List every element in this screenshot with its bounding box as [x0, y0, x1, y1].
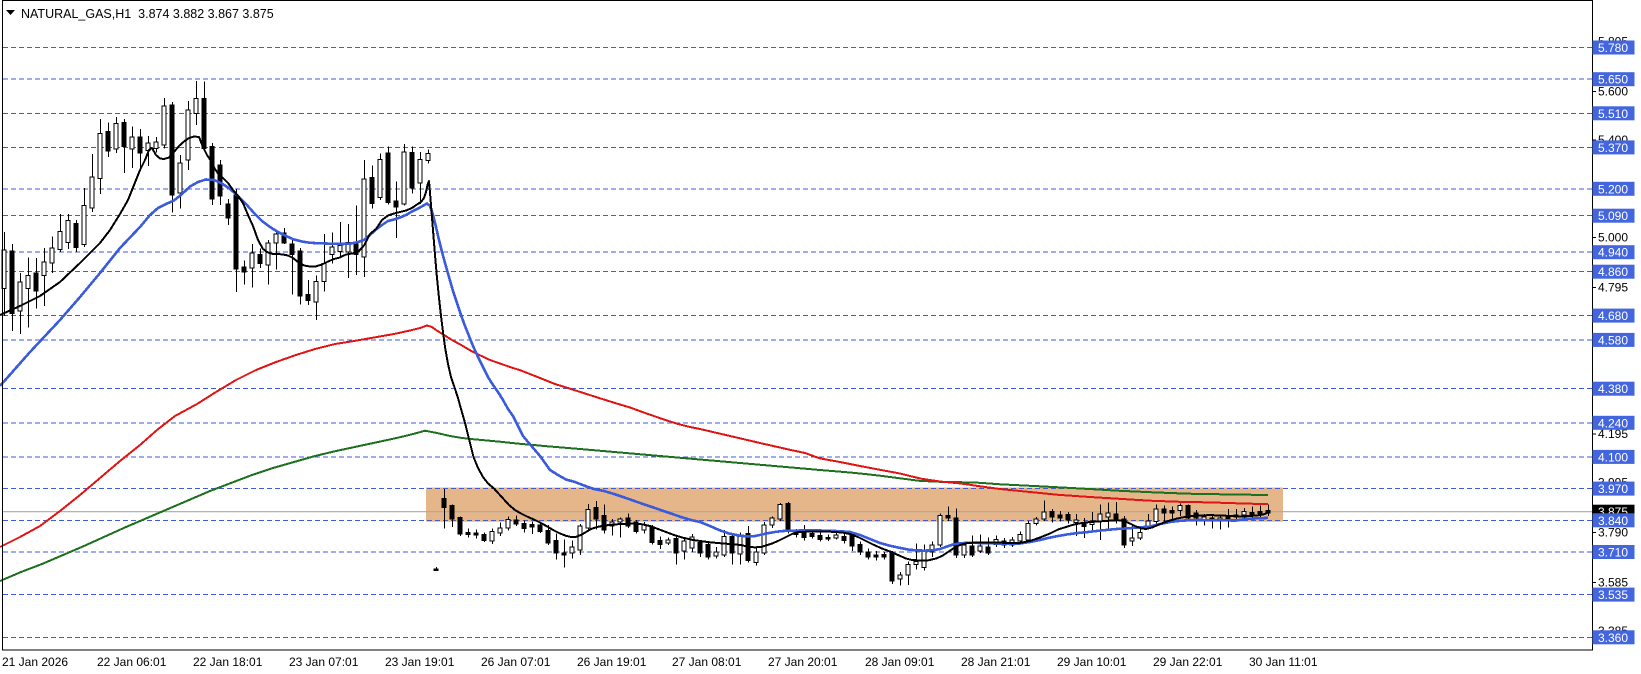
svg-text:22 Jan 18:01: 22 Jan 18:01 [193, 655, 263, 669]
svg-text:3.535: 3.535 [1598, 588, 1628, 602]
svg-text:4.240: 4.240 [1598, 416, 1628, 430]
svg-text:29 Jan 22:01: 29 Jan 22:01 [1153, 655, 1223, 669]
svg-text:5.510: 5.510 [1598, 107, 1628, 121]
svg-text:23 Jan 07:01: 23 Jan 07:01 [289, 655, 359, 669]
svg-text:5.780: 5.780 [1598, 41, 1628, 55]
svg-text:29 Jan 10:01: 29 Jan 10:01 [1057, 655, 1127, 669]
svg-text:4.860: 4.860 [1598, 265, 1628, 279]
svg-text:4.380: 4.380 [1598, 382, 1628, 396]
svg-text:4.795: 4.795 [1598, 281, 1628, 295]
svg-text:23 Jan 19:01: 23 Jan 19:01 [385, 655, 455, 669]
svg-text:3.585: 3.585 [1598, 575, 1628, 589]
svg-text:4.100: 4.100 [1598, 450, 1628, 464]
svg-text:5.370: 5.370 [1598, 141, 1628, 155]
svg-text:3.970: 3.970 [1598, 482, 1628, 496]
svg-text:3.790: 3.790 [1598, 526, 1628, 540]
svg-text:5.000: 5.000 [1598, 231, 1628, 245]
svg-text:30 Jan 11:01: 30 Jan 11:01 [1249, 655, 1318, 669]
svg-text:26 Jan 19:01: 26 Jan 19:01 [577, 655, 647, 669]
svg-text:28 Jan 21:01: 28 Jan 21:01 [961, 655, 1031, 669]
svg-text:4.680: 4.680 [1598, 309, 1628, 323]
svg-text:5.090: 5.090 [1598, 209, 1628, 223]
svg-text:3.360: 3.360 [1598, 631, 1628, 645]
svg-text:4.195: 4.195 [1598, 427, 1628, 441]
svg-text:3.710: 3.710 [1598, 546, 1628, 560]
svg-text:4.580: 4.580 [1598, 333, 1628, 347]
svg-text:27 Jan 08:01: 27 Jan 08:01 [672, 655, 742, 669]
svg-text:4.940: 4.940 [1598, 246, 1628, 260]
svg-text:21 Jan 2026: 21 Jan 2026 [2, 655, 68, 669]
svg-text:5.200: 5.200 [1598, 182, 1628, 196]
svg-text:26 Jan 07:01: 26 Jan 07:01 [481, 655, 551, 669]
svg-text:22 Jan 06:01: 22 Jan 06:01 [97, 655, 167, 669]
svg-text:NATURAL_GAS,H1 3.874 3.882 3.: NATURAL_GAS,H1 3.874 3.882 3.867 3.875 [21, 7, 274, 21]
svg-text:27 Jan 20:01: 27 Jan 20:01 [768, 655, 838, 669]
svg-text:5.600: 5.600 [1598, 84, 1628, 98]
svg-text:5.650: 5.650 [1598, 73, 1628, 87]
svg-text:28 Jan 09:01: 28 Jan 09:01 [865, 655, 935, 669]
svg-text:3.840: 3.840 [1598, 514, 1628, 528]
